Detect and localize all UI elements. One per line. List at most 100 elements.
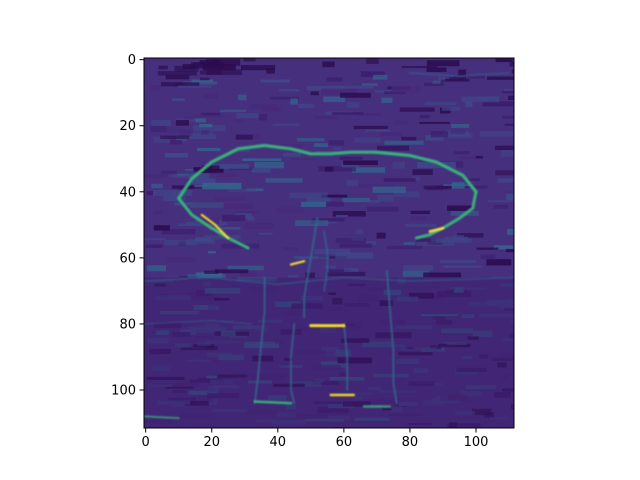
texture-cell xyxy=(186,359,212,362)
texture-cell xyxy=(432,80,441,84)
texture-cell xyxy=(289,192,328,199)
trunk-outline-right xyxy=(323,230,329,292)
leg-mid-outline xyxy=(290,322,296,405)
texture-cell xyxy=(166,256,197,263)
texture-cell xyxy=(500,150,514,157)
texture-cell xyxy=(414,368,429,373)
y-tick-label: 20 xyxy=(119,119,136,134)
texture-cell xyxy=(343,268,359,272)
texture-cell xyxy=(495,58,513,63)
heatmap-edges xyxy=(144,72,514,420)
texture-cell xyxy=(212,164,250,169)
texture-cell xyxy=(504,307,514,312)
texture-cell xyxy=(296,138,325,142)
x-axis: 0 20 40 60 80 100 xyxy=(142,428,489,450)
texture-cell xyxy=(154,322,182,328)
texture-cell xyxy=(205,323,218,329)
texture-cell xyxy=(175,118,199,122)
texture-cell xyxy=(325,352,346,357)
texture-cell xyxy=(186,221,194,224)
texture-cell xyxy=(507,228,514,235)
texture-cell xyxy=(394,120,408,125)
texture-cell xyxy=(148,349,162,353)
texture-cell xyxy=(452,234,465,239)
texture-cell xyxy=(472,185,488,189)
texture-cell xyxy=(320,361,347,368)
heatmap-image xyxy=(144,58,514,428)
texture-cell xyxy=(250,374,286,380)
texture-cell xyxy=(242,158,282,162)
texture-cell xyxy=(272,123,300,126)
texture-cell xyxy=(234,211,261,214)
texture-cell xyxy=(160,135,190,140)
texture-cell xyxy=(147,337,169,344)
texture-cell xyxy=(261,107,281,112)
texture-cell xyxy=(472,330,493,338)
texture-cell xyxy=(188,172,210,180)
texture-cell xyxy=(153,136,170,144)
texture-cell xyxy=(272,419,306,425)
texture-cell xyxy=(189,202,224,208)
texture-cell xyxy=(436,238,472,243)
texture-cell xyxy=(377,195,394,202)
texture-cell xyxy=(145,420,173,424)
texture-cell xyxy=(267,395,287,401)
texture-cell xyxy=(423,272,462,278)
texture-cell xyxy=(433,382,444,386)
texture-cell xyxy=(282,247,298,251)
texture-cell xyxy=(426,67,447,72)
texture-cell xyxy=(258,113,268,121)
texture-cell xyxy=(432,314,446,320)
texture-cell xyxy=(494,392,511,398)
texture-cell xyxy=(215,196,246,202)
texture-cell xyxy=(405,223,436,228)
texture-cell xyxy=(274,340,284,344)
texture-cell xyxy=(444,236,468,241)
texture-cell xyxy=(451,182,465,189)
texture-cell xyxy=(314,378,325,383)
texture-cell xyxy=(424,101,457,106)
texture-cell xyxy=(218,354,245,361)
texture-cell xyxy=(237,94,247,101)
texture-cell xyxy=(233,119,246,123)
left-ear-highlight xyxy=(200,213,230,240)
texture-cell xyxy=(172,390,187,393)
texture-cell xyxy=(501,353,514,357)
texture-cell xyxy=(200,305,219,311)
texture-cell xyxy=(146,279,174,283)
texture-cell xyxy=(179,414,215,419)
x-tick-label: 0 xyxy=(142,435,150,450)
texture-cell xyxy=(428,293,442,300)
texture-cell xyxy=(219,109,247,113)
texture-cell xyxy=(313,415,350,420)
texture-cell xyxy=(144,174,175,179)
texture-cell xyxy=(341,162,360,168)
texture-cell xyxy=(367,206,399,212)
plot-frame xyxy=(143,57,515,429)
texture-cell xyxy=(295,220,329,227)
texture-cell xyxy=(374,89,395,93)
texture-cell xyxy=(171,185,195,189)
texture-cell xyxy=(206,375,218,379)
texture-cell xyxy=(376,145,410,151)
texture-cell xyxy=(386,245,423,250)
ear-top-outline xyxy=(177,143,478,200)
texture-cell xyxy=(189,379,225,383)
trunk-highlight xyxy=(289,260,306,266)
texture-cell xyxy=(253,134,261,140)
texture-cell xyxy=(221,243,260,249)
texture-cell xyxy=(484,412,494,418)
texture-cell xyxy=(375,332,412,339)
sky-edge xyxy=(409,72,510,77)
texture-cell xyxy=(347,102,360,108)
heatmap-texture xyxy=(144,58,514,428)
texture-cell xyxy=(145,244,163,248)
texture-cell xyxy=(160,170,200,174)
x-tick-label: 100 xyxy=(464,435,489,450)
texture-cell xyxy=(157,71,197,76)
x-tick-label: 60 xyxy=(336,435,353,450)
texture-cell xyxy=(146,376,185,380)
texture-cell xyxy=(403,242,416,245)
right-ear-lower-outline xyxy=(415,190,478,240)
texture-cell xyxy=(207,385,220,393)
